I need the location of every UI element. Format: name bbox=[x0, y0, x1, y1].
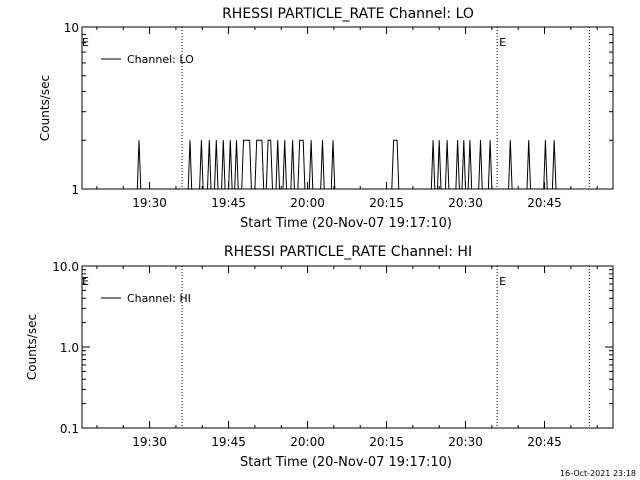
x-tick-label-hi: 19:45 bbox=[211, 435, 246, 449]
event-marker-hi: E bbox=[499, 275, 506, 288]
series-line-lo bbox=[82, 139, 613, 190]
x-tick-label-hi: 20:00 bbox=[290, 435, 325, 449]
legend-label-hi: Channel: HI bbox=[127, 292, 191, 305]
x-tick-label-lo: 20:30 bbox=[448, 196, 483, 210]
x-tick-label-hi: 20:15 bbox=[369, 435, 404, 449]
start-marker-hi: E bbox=[82, 275, 89, 288]
chart-title-hi: RHESSI PARTICLE_RATE Channel: HI bbox=[224, 244, 472, 260]
x-tick-label-hi: 19:30 bbox=[132, 435, 167, 449]
x-tick-label-lo: 20:15 bbox=[369, 196, 404, 210]
y-tick-label-lo: 1 bbox=[71, 183, 79, 197]
y-tick-label-hi: 1.0 bbox=[60, 341, 79, 355]
y-axis-label-hi: Counts/sec bbox=[25, 314, 39, 380]
x-tick-label-lo: 20:45 bbox=[527, 196, 562, 210]
legend-label-lo: Channel: LO bbox=[127, 53, 194, 66]
event-marker-lo: E bbox=[499, 36, 506, 49]
y-tick-label-lo: 10 bbox=[64, 21, 79, 35]
y-tick-label-hi: 10.0 bbox=[52, 260, 79, 274]
x-tick-label-lo: 19:45 bbox=[211, 196, 246, 210]
x-axis-label-lo: Start Time (20-Nov-07 19:17:10) bbox=[240, 216, 452, 231]
plot-frame-lo bbox=[81, 26, 614, 190]
x-tick-label-hi: 20:30 bbox=[448, 435, 483, 449]
x-tick-label-lo: 20:00 bbox=[290, 196, 325, 210]
x-tick-label-hi: 20:45 bbox=[527, 435, 562, 449]
chart-title-lo: RHESSI PARTICLE_RATE Channel: LO bbox=[222, 6, 474, 22]
x-tick-label-lo: 19:30 bbox=[132, 196, 167, 210]
start-marker-lo: E bbox=[82, 36, 89, 49]
y-axis-label-lo: Counts/sec bbox=[38, 75, 52, 141]
x-axis-label-hi: Start Time (20-Nov-07 19:17:10) bbox=[240, 455, 452, 470]
plot-frame-hi bbox=[81, 265, 614, 429]
footer-timestamp: 16-Oct-2021 23:18 bbox=[560, 469, 636, 478]
y-tick-label-hi: 0.1 bbox=[60, 422, 79, 436]
